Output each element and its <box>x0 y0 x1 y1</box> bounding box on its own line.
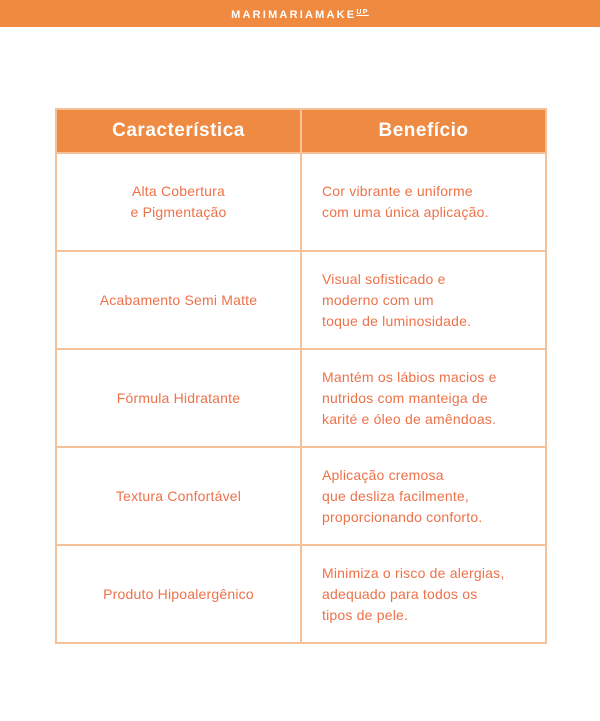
table-row: Alta Cobertura e Pigmentação Cor vibrant… <box>55 152 547 252</box>
benefit-cell: Minimiza o risco de alergias, adequado p… <box>300 544 547 644</box>
benefit-cell: Mantém os lábios macios e nutridos com m… <box>300 348 547 448</box>
brand-logo-main: MARIMARIAMAKE <box>231 8 357 21</box>
table-row: Produto Hipoalergênico Minimiza o risco … <box>55 544 547 644</box>
table-header-row: Característica Benefício <box>55 108 547 154</box>
brand-logo: MARIMARIAMAKEUP <box>231 0 369 29</box>
feature-cell: Fórmula Hidratante <box>55 348 302 448</box>
brand-logo-sup: UP <box>356 8 369 16</box>
top-brand-bar: MARIMARIAMAKEUP <box>0 0 600 27</box>
column-header-beneficio: Benefício <box>300 108 547 154</box>
feature-benefit-table-wrapper: Característica Benefício Alta Cobertura … <box>55 108 547 644</box>
feature-cell: Alta Cobertura e Pigmentação <box>55 152 302 252</box>
feature-benefit-table: Característica Benefício Alta Cobertura … <box>55 108 547 644</box>
table-row: Acabamento Semi Matte Visual sofisticado… <box>55 250 547 350</box>
column-header-caracteristica: Característica <box>55 108 302 154</box>
table-row: Textura Confortável Aplicação cremosa qu… <box>55 446 547 546</box>
feature-cell: Produto Hipoalergênico <box>55 544 302 644</box>
feature-cell: Textura Confortável <box>55 446 302 546</box>
benefit-cell: Visual sofisticado e moderno com um toqu… <box>300 250 547 350</box>
benefit-cell: Aplicação cremosa que desliza facilmente… <box>300 446 547 546</box>
table-row: Fórmula Hidratante Mantém os lábios maci… <box>55 348 547 448</box>
feature-cell: Acabamento Semi Matte <box>55 250 302 350</box>
benefit-cell: Cor vibrante e uniforme com uma única ap… <box>300 152 547 252</box>
